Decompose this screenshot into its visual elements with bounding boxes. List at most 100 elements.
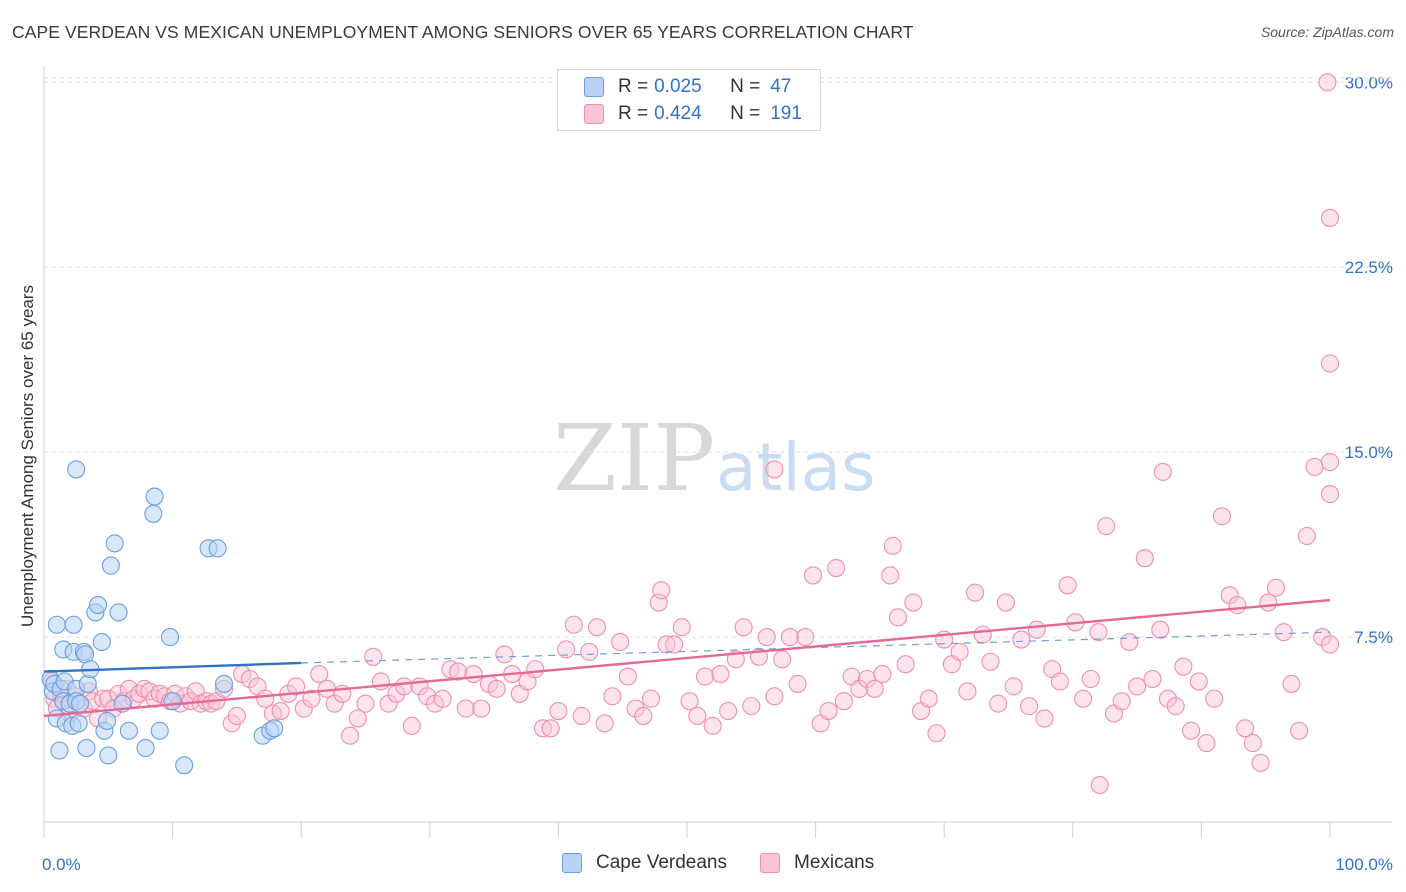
point-mexicans (966, 583, 985, 602)
legend-row-cape-verdeans: R = 0.025 N = 47 (584, 74, 791, 100)
point-mexicans (742, 697, 761, 716)
point-mexicans (1135, 549, 1154, 568)
point-mexicans (611, 632, 630, 652)
point-mexicans (1097, 517, 1116, 536)
point-mexicans (302, 689, 321, 708)
point-mexicans (1228, 595, 1247, 615)
trend-line-mexicans (43, 598, 1331, 718)
point-mexicans (364, 647, 383, 666)
point-mexicans (348, 709, 367, 728)
point-mexicans (1320, 208, 1340, 227)
point-mexicans (688, 706, 707, 726)
point-mexicans (873, 665, 892, 684)
point-cape-verdeans (105, 534, 124, 553)
point-mexicans (1305, 457, 1324, 477)
point-cape-verdeans (109, 603, 128, 622)
point-mexicans (881, 566, 900, 585)
point-mexicans (1220, 586, 1239, 605)
watermark-atlas: atlas (716, 429, 876, 506)
point-mexicans (796, 628, 815, 647)
point-mexicans (356, 694, 375, 713)
point-mexicans (1174, 657, 1193, 676)
point-mexicans (773, 650, 792, 669)
point-mexicans (665, 635, 684, 654)
point-mexicans (1189, 672, 1208, 691)
point-mexicans (418, 687, 437, 706)
point-mexicans (1081, 669, 1100, 689)
point-mexicans (487, 679, 506, 698)
point-mexicans (883, 536, 902, 555)
point-cape-verdeans (99, 746, 118, 765)
point-mexicans (672, 618, 691, 637)
series-swatch-cape-verdeans (562, 853, 582, 873)
point-mexicans (1089, 623, 1108, 642)
point-mexicans (626, 699, 645, 718)
point-cape-verdeans (163, 692, 182, 711)
point-mexicans (827, 558, 846, 578)
point-cape-verdeans (92, 632, 111, 652)
point-mexicans (603, 687, 622, 706)
point-mexicans (456, 699, 475, 718)
point-mexicans (1320, 485, 1340, 504)
point-mexicans (1058, 576, 1077, 595)
point-mexicans (780, 628, 799, 647)
series-legend-cape-verdeans[interactable]: Cape Verdeans (562, 852, 727, 874)
point-mexicans (819, 701, 838, 721)
legend-n-label: N = (730, 103, 761, 124)
point-mexicans (1266, 578, 1286, 597)
point-mexicans (1274, 623, 1293, 642)
legend-n-label: N = (730, 76, 761, 97)
legend-swatch-cape-verdeans (584, 77, 604, 97)
point-mexicans (958, 682, 977, 701)
point-cape-verdeans (144, 504, 163, 523)
point-mexicans (973, 625, 992, 644)
point-mexicans (1027, 620, 1046, 639)
point-mexicans (680, 692, 699, 711)
point-mexicans (1205, 689, 1224, 708)
point-mexicans (834, 692, 853, 711)
point-mexicans (1320, 635, 1340, 654)
point-mexicans (1050, 672, 1069, 691)
point-cape-verdeans (47, 615, 66, 634)
point-mexicans (896, 655, 915, 674)
point-mexicans (1320, 354, 1340, 373)
point-mexicans (287, 677, 306, 696)
point-mexicans (1112, 692, 1131, 711)
point-mexicans (1074, 689, 1093, 708)
point-mexicans (371, 672, 390, 691)
point-mexicans (564, 615, 583, 634)
point-mexicans (1236, 719, 1255, 738)
point-mexicans (1158, 689, 1178, 708)
point-mexicans (271, 701, 290, 721)
series-legend-mexicans[interactable]: Mexicans (760, 852, 874, 874)
point-mexicans (981, 652, 1000, 671)
point-mexicans (557, 640, 576, 659)
point-mexicans (1151, 620, 1170, 639)
legend-swatch-mexicans (584, 104, 604, 124)
point-mexicans (1012, 630, 1031, 649)
point-mexicans (652, 581, 671, 600)
point-mexicans (227, 706, 246, 726)
point-mexicans (765, 687, 784, 706)
point-cape-verdeans (70, 694, 90, 713)
series-label-cape-verdeans: Cape Verdeans (596, 852, 727, 873)
point-mexicans (449, 662, 468, 681)
point-cape-verdeans (64, 615, 83, 634)
point-mexicans (1035, 709, 1054, 728)
point-cape-verdeans (97, 711, 117, 730)
point-cape-verdeans (50, 741, 69, 760)
point-mexicans (379, 694, 398, 713)
point-mexicans (989, 694, 1008, 713)
point-mexicans (757, 628, 776, 647)
point-mexicans (433, 689, 452, 708)
trend-extension-cape-verdeans (301, 631, 1331, 664)
point-cape-verdeans (67, 460, 86, 479)
x-tick-label: 100.0% (1335, 855, 1393, 874)
point-mexicans (526, 660, 545, 679)
point-mexicans (865, 679, 884, 698)
stats-legend: R = 0.025 N = 47 R = 0.424 N = 191 (557, 69, 821, 131)
point-cape-verdeans (175, 756, 194, 775)
point-mexicans (325, 694, 344, 713)
point-cape-verdeans (136, 738, 155, 758)
series-label-mexicans: Mexicans (794, 852, 875, 873)
